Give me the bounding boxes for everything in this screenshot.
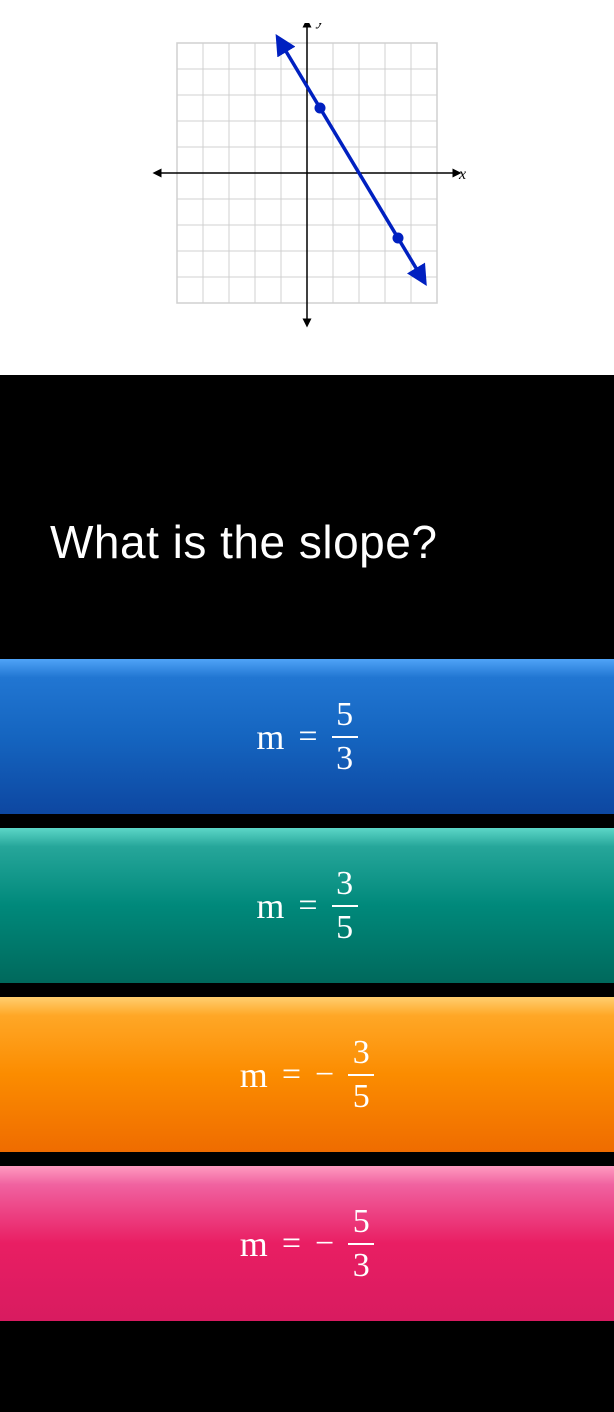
numerator: 3 — [336, 867, 353, 905]
numerator: 3 — [353, 1036, 370, 1074]
answer-equation: m = − 3 5 — [240, 1036, 374, 1114]
question-text: What is the slope? — [50, 515, 564, 569]
graph-panel: yx — [0, 0, 614, 375]
fraction: 5 3 — [332, 698, 358, 776]
negative-sign: − — [315, 1225, 334, 1263]
variable-m: m — [256, 716, 284, 758]
svg-text:x: x — [458, 166, 466, 183]
answer-option-2[interactable]: m = 3 5 — [0, 828, 614, 983]
equals-sign: = — [298, 887, 317, 925]
variable-m: m — [240, 1223, 268, 1265]
numerator: 5 — [353, 1205, 370, 1243]
fraction: 5 3 — [348, 1205, 374, 1283]
answer-equation: m = 5 3 — [256, 698, 357, 776]
answer-option-3[interactable]: m = − 3 5 — [0, 997, 614, 1152]
slope-graph: yx — [137, 23, 477, 353]
negative-sign: − — [315, 1056, 334, 1094]
denominator: 5 — [353, 1076, 370, 1114]
variable-m: m — [256, 885, 284, 927]
variable-m: m — [240, 1054, 268, 1096]
answer-option-4[interactable]: m = − 5 3 — [0, 1166, 614, 1321]
fraction: 3 5 — [348, 1036, 374, 1114]
answer-equation: m = 3 5 — [256, 867, 357, 945]
question-panel: What is the slope? — [0, 375, 614, 659]
svg-text:y: y — [315, 23, 325, 29]
fraction: 3 5 — [332, 867, 358, 945]
denominator: 5 — [336, 907, 353, 945]
numerator: 5 — [336, 698, 353, 736]
equals-sign: = — [298, 718, 317, 756]
answer-list: m = 5 3 m = 3 5 m = − 3 — [0, 659, 614, 1321]
denominator: 3 — [353, 1245, 370, 1283]
denominator: 3 — [336, 738, 353, 776]
equals-sign: = — [282, 1056, 301, 1094]
equals-sign: = — [282, 1225, 301, 1263]
answer-option-1[interactable]: m = 5 3 — [0, 659, 614, 814]
answer-equation: m = − 5 3 — [240, 1205, 374, 1283]
